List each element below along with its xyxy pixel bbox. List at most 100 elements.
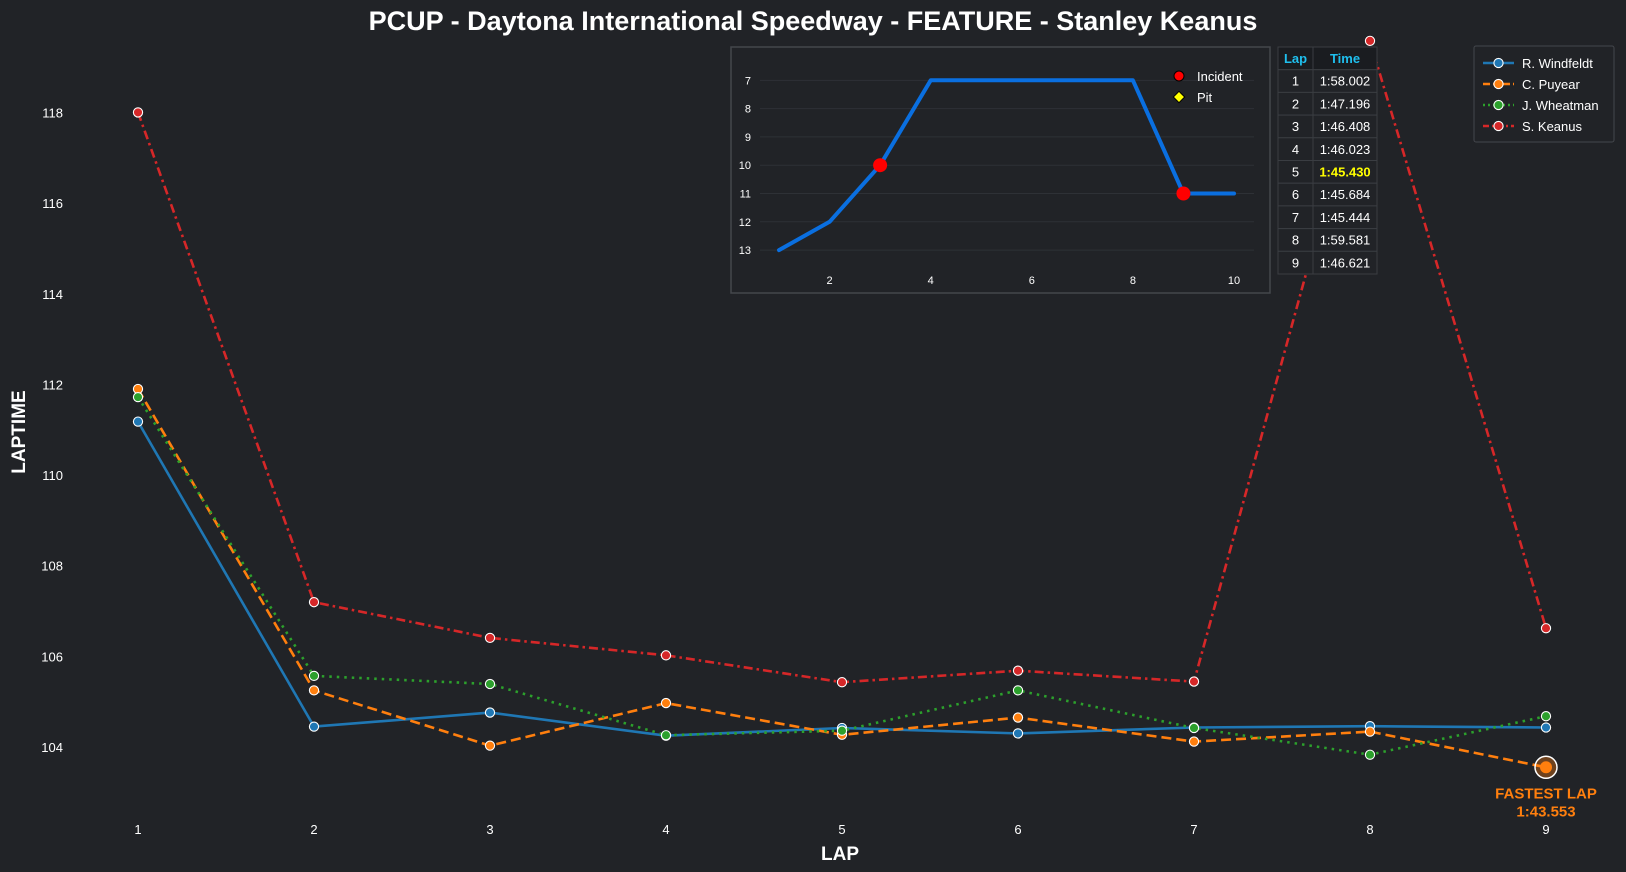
inset-incidents: [873, 158, 1191, 201]
inset-y-tick-label: 13: [739, 245, 751, 257]
data-point-s-keanus: [1012, 665, 1024, 676]
x-axis-label: LAP: [821, 844, 859, 865]
data-point-c-puyear: [308, 685, 320, 696]
fastest-lap-time: 1:43.553: [1516, 803, 1575, 820]
inset-x-tick-label: 4: [928, 275, 934, 287]
data-point-s-keanus: [660, 650, 672, 661]
data-point-c-puyear: [660, 697, 672, 709]
inset-legend: Incident Pit: [1172, 69, 1243, 105]
y-tick-label: 114: [42, 287, 63, 302]
data-point-j-wheatman: [836, 725, 848, 736]
inset-position-polyline: [777, 78, 1236, 253]
y-axis-label: LAPTIME: [9, 390, 30, 473]
data-point-r-windfeldt: [308, 721, 320, 732]
legend-frame: [1473, 45, 1615, 143]
inset-y-tick-label: 8: [745, 104, 751, 116]
inset-y-tick-label: 9: [745, 132, 751, 144]
x-tick-label: 1: [134, 822, 141, 837]
table-lap-time: 1:45.444: [1320, 210, 1371, 225]
legend-marker-c-puyear: [1493, 78, 1504, 90]
table-lap-number: 8: [1292, 233, 1299, 248]
incident-marker: [1176, 186, 1191, 201]
table-lap-number: 5: [1292, 165, 1299, 180]
table-lap-number: 3: [1292, 119, 1299, 134]
data-point-s-keanus: [1188, 676, 1200, 687]
y-tick-label: 116: [42, 196, 63, 211]
data-point-c-puyear: [484, 740, 496, 751]
pit-legend-label: Pit: [1197, 90, 1213, 105]
table-lap-number: 1: [1292, 74, 1299, 89]
data-point-j-wheatman: [1188, 722, 1200, 734]
data-point-s-keanus: [1364, 35, 1376, 47]
table-lap-number: 6: [1292, 187, 1299, 202]
y-tick-label: 110: [42, 468, 63, 483]
fastest-lap-marker: [1540, 761, 1552, 774]
inset-y-ticks: 7 8 9 10 11 12 13: [739, 75, 751, 257]
incident-marker: [873, 158, 888, 173]
fastest-lap-annotation: FASTEST LAP 1:43.553: [1495, 755, 1597, 820]
data-point-j-wheatman: [308, 670, 320, 682]
table-lap-time: 1:46.023: [1320, 142, 1371, 157]
data-point-s-keanus: [132, 107, 144, 118]
y-axis-ticks: 104 106 108 110 112 114 116 118: [41, 106, 63, 756]
table-cell: [1312, 250, 1378, 275]
data-point-j-wheatman: [1364, 749, 1376, 760]
data-point-j-wheatman: [1540, 711, 1552, 722]
legend-marker-s-keanus: [1493, 120, 1504, 132]
table-lap-number: 9: [1292, 255, 1299, 270]
data-point-s-keanus: [836, 677, 848, 688]
inset-x-tick-label: 10: [1228, 275, 1240, 287]
y-tick-label: 112: [42, 377, 63, 392]
legend-marker-r-windfeldt: [1493, 57, 1504, 69]
lap-time-table: Lap Time 1 1:58.002 2 1:47.196 3 1:46.408 4 1:46.…: [1277, 46, 1378, 275]
table-lap-time: 1:46.621: [1320, 255, 1371, 270]
legend-items: R. Windfeldt C. Puyear J. Wheatman S. Keanu…: [1483, 56, 1599, 134]
inset-x-tick-label: 6: [1029, 275, 1035, 287]
x-tick-label: 2: [310, 822, 317, 837]
inset-x-ticks: 2 4 6 8 10: [826, 275, 1240, 287]
data-point-c-puyear: [1012, 712, 1024, 723]
incident-legend-marker: [1173, 70, 1185, 82]
x-tick-label: 6: [1014, 822, 1021, 837]
y-tick-label: 108: [41, 559, 63, 574]
position-inset: 7 8 9 10 11 12 13 2 4 6 8 10 Incident Pit: [730, 46, 1271, 294]
data-point-s-keanus: [1540, 623, 1552, 634]
x-tick-label: 9: [1542, 822, 1549, 837]
series-line-j-wheatman: [136, 396, 1547, 757]
table-lap-time: 1:59.581: [1320, 233, 1371, 248]
data-point-r-windfeldt: [1540, 722, 1552, 733]
inset-position-line: [777, 78, 1236, 253]
legend-label-r-windfeldt: R. Windfeldt: [1522, 56, 1593, 71]
data-point-j-wheatman: [484, 678, 496, 690]
table-lap-time: 1:45.684: [1320, 187, 1371, 202]
data-point-j-wheatman: [660, 730, 672, 741]
x-tick-label: 7: [1190, 822, 1197, 837]
data-point-r-windfeldt: [1012, 728, 1024, 739]
table-lap-time: 1:58.002: [1320, 74, 1371, 89]
y-tick-label: 118: [42, 106, 63, 121]
data-point-r-windfeldt: [132, 416, 144, 427]
legend-label-s-keanus: S. Keanus: [1522, 119, 1582, 134]
legend-label-j-wheatman: J. Wheatman: [1522, 98, 1599, 113]
x-tick-label: 8: [1366, 822, 1373, 837]
pit-legend-marker: [1172, 90, 1186, 104]
data-point-r-windfeldt: [484, 707, 496, 718]
data-point-c-puyear: [1188, 736, 1200, 747]
table-best-lap-time: 1:45.430: [1319, 165, 1370, 180]
data-point-s-keanus: [484, 632, 496, 644]
inset-y-tick-label: 7: [745, 75, 751, 87]
y-tick-label: 104: [41, 740, 63, 755]
series-legend: R. Windfeldt C. Puyear J. Wheatman S. Keanu…: [1473, 45, 1615, 143]
table-lap-number: 7: [1292, 210, 1299, 225]
table-lap-number: 4: [1292, 142, 1299, 157]
inset-y-tick-label: 11: [740, 189, 751, 201]
series-layer: [132, 35, 1552, 773]
table-header-lap: Lap: [1284, 51, 1307, 66]
legend-label-c-puyear: C. Puyear: [1522, 77, 1580, 92]
y-tick-label: 106: [41, 649, 63, 664]
inset-y-tick-label: 10: [739, 160, 751, 172]
legend-marker-j-wheatman: [1493, 99, 1504, 111]
x-tick-label: 3: [486, 822, 493, 837]
fastest-lap-label: FASTEST LAP: [1495, 785, 1597, 802]
